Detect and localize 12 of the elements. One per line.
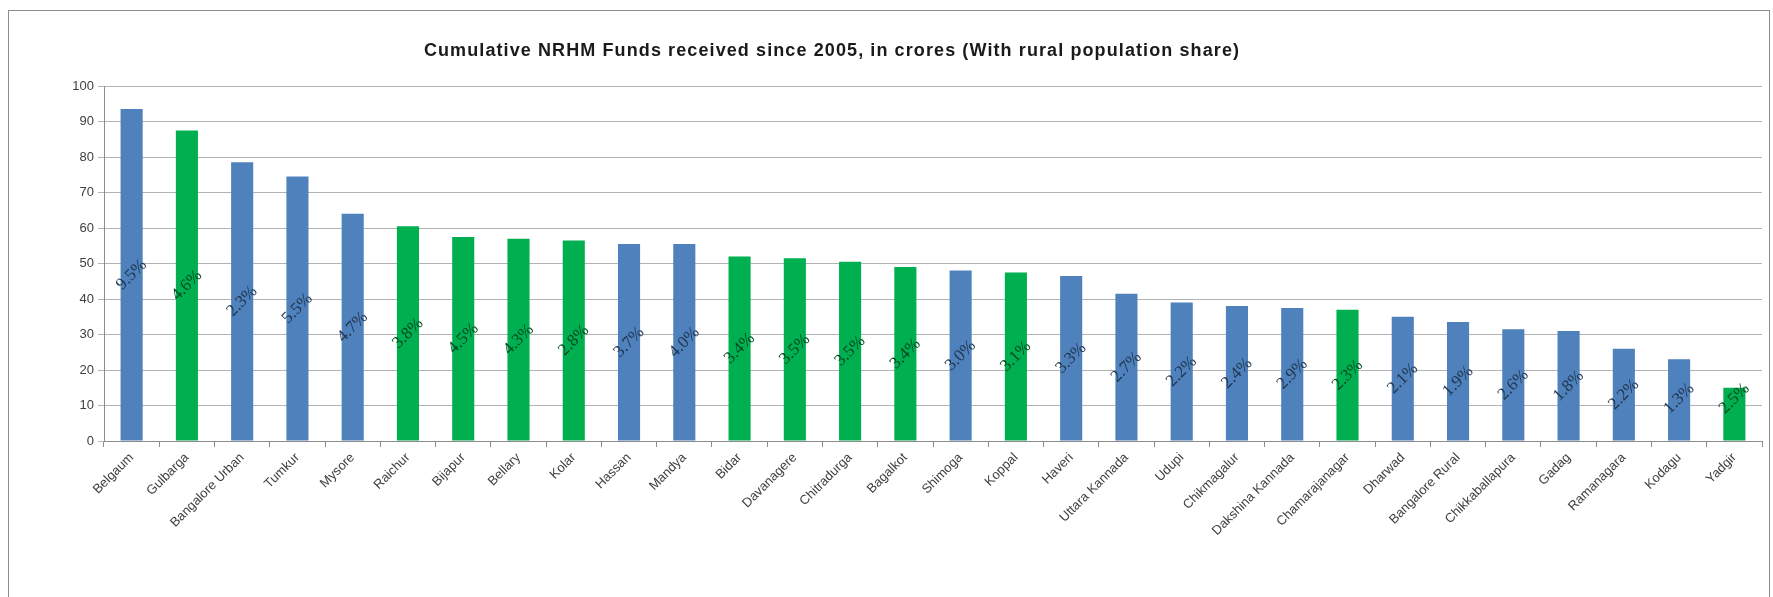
y-tick-label: 60 [79, 219, 94, 235]
y-tick-label: 100 [72, 77, 94, 93]
y-tick-label: 0 [86, 432, 94, 448]
y-tick-label: 90 [79, 113, 94, 129]
y-tick-label: 40 [79, 290, 94, 306]
y-tick-label: 80 [79, 148, 94, 164]
y-tick-label: 20 [79, 361, 94, 377]
y-tick-label: 30 [79, 326, 94, 342]
y-tick-label: 10 [79, 397, 94, 413]
chart-title: Cumulative NRHM Funds received since 2005, in crores (With rural population share) [422, 40, 1242, 61]
y-tick-label: 70 [79, 184, 94, 200]
y-tick-label: 50 [79, 255, 94, 271]
